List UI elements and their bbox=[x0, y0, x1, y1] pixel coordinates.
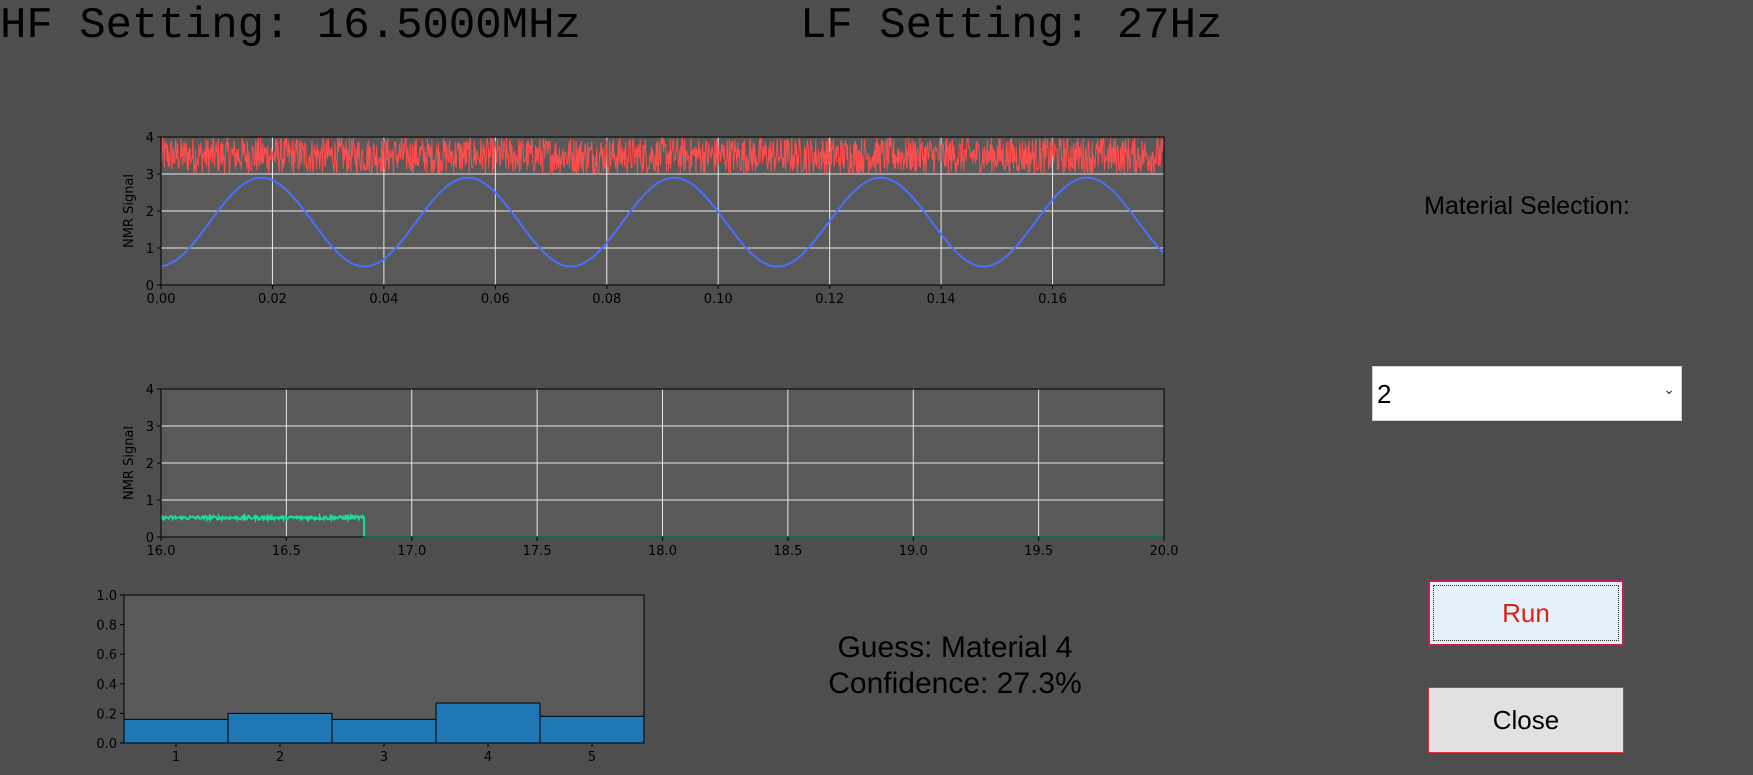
x-tick-label: 0.14 bbox=[927, 292, 956, 307]
bar-3 bbox=[331, 718, 437, 744]
bar-plot-frame bbox=[123, 594, 645, 744]
result-panel: Guess: Material 4 Confidence: 27.3% bbox=[770, 630, 1140, 702]
bar-y-tick-label: 0.4 bbox=[96, 678, 117, 693]
plot-frame-2 bbox=[160, 388, 1165, 538]
noise-series bbox=[160, 135, 1165, 175]
plot-frame-1 bbox=[160, 136, 1165, 286]
lf-sine-series bbox=[160, 176, 1165, 268]
sweep-series bbox=[160, 512, 1164, 538]
y-tick-label: 0 bbox=[146, 279, 154, 294]
close-button[interactable]: Close bbox=[1428, 687, 1624, 753]
y-axis-label: NMR Signal bbox=[122, 426, 137, 500]
bar-y-tick-label: 0.0 bbox=[96, 737, 117, 752]
hf-setting-readout: HF Setting: 16.5000MHz bbox=[0, 1, 581, 51]
x-tick-label: 18.5 bbox=[773, 544, 802, 559]
material-select[interactable]: 2 ⌄ bbox=[1372, 366, 1682, 421]
bar-x-tick-label: 4 bbox=[484, 750, 492, 765]
guess-text: Guess: Material 4 bbox=[837, 631, 1073, 664]
close-button-label: Close bbox=[1492, 705, 1560, 735]
x-tick-label: 16.5 bbox=[272, 544, 301, 559]
y-axis-label: NMR Signal bbox=[122, 174, 137, 248]
y-tick-label: 1 bbox=[146, 494, 154, 509]
x-tick-label: 16.0 bbox=[147, 544, 176, 559]
bar-4 bbox=[435, 702, 541, 744]
bar-y-tick-label: 1.0 bbox=[96, 589, 117, 604]
bar-2 bbox=[227, 712, 333, 744]
x-tick-label: 19.5 bbox=[1024, 544, 1053, 559]
confidence-text: Confidence: 27.3% bbox=[828, 667, 1082, 700]
chevron-down-icon: ⌄ bbox=[1663, 381, 1675, 397]
x-tick-label: 0.08 bbox=[592, 292, 621, 307]
bar-y-tick-label: 0.8 bbox=[96, 619, 117, 634]
focus-ring bbox=[1433, 585, 1619, 641]
x-tick-label: 18.0 bbox=[648, 544, 677, 559]
x-tick-label: 0.00 bbox=[147, 292, 176, 307]
y-tick-label: 0 bbox=[146, 531, 154, 546]
run-button-label: Run bbox=[1502, 598, 1550, 628]
material-selection-label: Material Selection: bbox=[1424, 192, 1630, 220]
x-tick-label: 0.10 bbox=[704, 292, 733, 307]
y-tick-label: 4 bbox=[146, 383, 154, 398]
bar-1 bbox=[123, 718, 229, 744]
y-tick-label: 1 bbox=[146, 242, 154, 257]
bar-x-tick-label: 1 bbox=[172, 750, 180, 765]
x-tick-label: 0.06 bbox=[481, 292, 510, 307]
run-button[interactable]: Run bbox=[1428, 580, 1624, 646]
y-tick-label: 2 bbox=[146, 205, 154, 220]
x-tick-label: 0.12 bbox=[815, 292, 844, 307]
y-tick-label: 4 bbox=[146, 131, 154, 146]
x-tick-label: 0.04 bbox=[369, 292, 398, 307]
bar-x-tick-label: 2 bbox=[276, 750, 284, 765]
bar-y-tick-label: 0.6 bbox=[96, 648, 117, 663]
lf-setting-readout: LF Setting: 27Hz bbox=[800, 1, 1223, 51]
x-tick-label: 17.5 bbox=[523, 544, 552, 559]
bar-y-tick-label: 0.2 bbox=[96, 707, 117, 722]
y-tick-label: 2 bbox=[146, 457, 154, 472]
x-tick-label: 17.0 bbox=[397, 544, 426, 559]
bar-x-tick-label: 5 bbox=[588, 750, 596, 765]
y-tick-label: 3 bbox=[146, 420, 154, 435]
bar-5 bbox=[539, 715, 645, 744]
x-tick-label: 0.16 bbox=[1038, 292, 1067, 307]
bar-x-tick-label: 3 bbox=[380, 750, 388, 765]
material-select-value: 2 bbox=[1377, 379, 1392, 409]
x-tick-label: 20.0 bbox=[1150, 544, 1179, 559]
x-tick-label: 0.02 bbox=[258, 292, 287, 307]
y-tick-label: 3 bbox=[146, 168, 154, 183]
x-tick-label: 19.0 bbox=[899, 544, 928, 559]
